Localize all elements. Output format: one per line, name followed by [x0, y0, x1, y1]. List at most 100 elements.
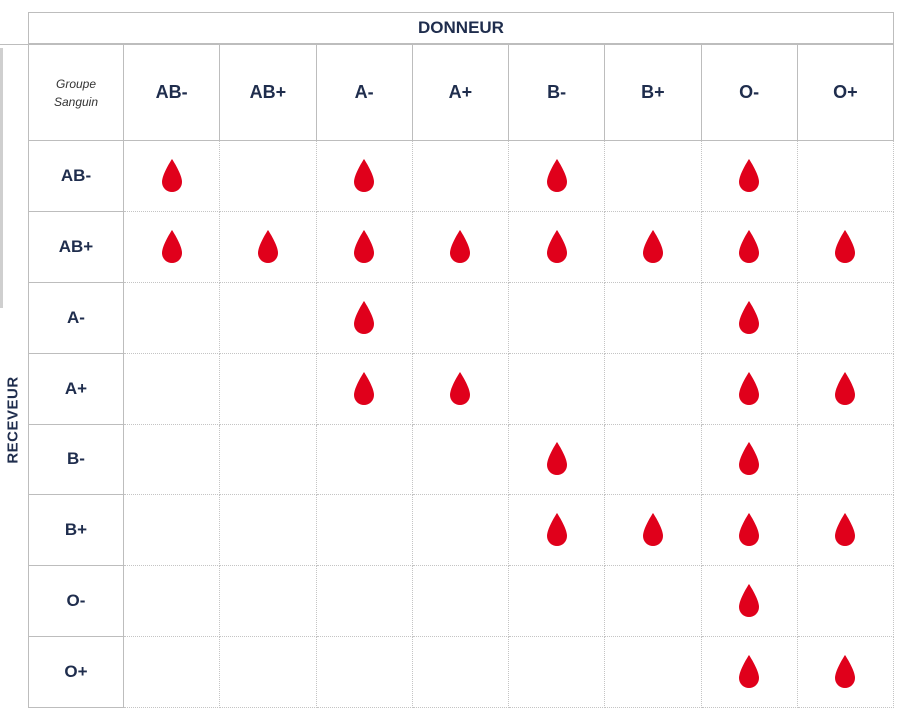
- blood-drop-icon: [160, 158, 184, 194]
- donor-header-1: AB+: [220, 44, 317, 141]
- donor-header-0: AB-: [124, 44, 221, 141]
- receiver-header-6: O-: [28, 566, 124, 638]
- blood-drop-icon: [545, 158, 569, 194]
- compat-cell: [316, 141, 413, 212]
- blood-drop-icon: [737, 583, 761, 619]
- compat-cell: [605, 637, 702, 708]
- compat-cell: [797, 495, 894, 567]
- receiver-header-2: A-: [28, 282, 124, 354]
- compat-cell: [797, 566, 894, 638]
- compat-cell: [412, 566, 509, 638]
- corner-line-2: Sanguin: [53, 94, 99, 109]
- compat-cell: [124, 141, 221, 212]
- compat-cell: [605, 424, 702, 496]
- compat-cell: [412, 211, 509, 283]
- compat-cell: [605, 211, 702, 283]
- compat-cell: [124, 282, 221, 354]
- blood-drop-icon: [545, 441, 569, 477]
- compat-cell: [316, 566, 413, 638]
- compat-cell: [797, 637, 894, 708]
- compat-cell: [316, 353, 413, 425]
- blood-drop-icon: [352, 371, 376, 407]
- compat-cell: [412, 353, 509, 425]
- blood-drop-icon: [256, 229, 280, 265]
- blood-drop-icon: [641, 229, 665, 265]
- compat-cell: [316, 637, 413, 708]
- donor-header-4: B-: [509, 44, 606, 141]
- compat-cell: [124, 353, 221, 425]
- blood-drop-icon: [545, 229, 569, 265]
- receiver-axis: RECEVEUR: [0, 48, 26, 714]
- compat-cell: [509, 282, 606, 354]
- compat-cell: [509, 566, 606, 638]
- compat-cell: [701, 566, 798, 638]
- blood-drop-icon: [160, 229, 184, 265]
- compat-cell: [797, 141, 894, 212]
- donor-header-3: A+: [412, 44, 509, 141]
- blood-drop-icon: [352, 229, 376, 265]
- corner-header: Groupe Sanguin: [28, 44, 124, 141]
- compat-cell: [509, 211, 606, 283]
- blood-drop-icon: [833, 229, 857, 265]
- compatibility-table: Groupe Sanguin AB- AB+ A- A+ B- B+ O- O+ AB- AB+ A- A…: [28, 44, 894, 708]
- blood-drop-icon: [448, 229, 472, 265]
- compat-cell: [509, 637, 606, 708]
- compat-cell: [316, 424, 413, 496]
- compat-cell: [124, 566, 221, 638]
- blood-drop-icon: [737, 229, 761, 265]
- corner-line-1: Groupe: [55, 76, 97, 91]
- compat-cell: [509, 141, 606, 212]
- donor-header: DONNEUR: [28, 12, 894, 44]
- compat-cell: [797, 353, 894, 425]
- compat-cell: [316, 282, 413, 354]
- receiver-header-5: B+: [28, 495, 124, 567]
- compat-cell: [509, 353, 606, 425]
- blood-drop-icon: [737, 300, 761, 336]
- receiver-header-3: A+: [28, 353, 124, 425]
- blood-drop-icon: [737, 158, 761, 194]
- compat-cell: [701, 211, 798, 283]
- compat-cell: [220, 353, 317, 425]
- compat-cell: [220, 282, 317, 354]
- blood-drop-icon: [833, 512, 857, 548]
- blood-drop-icon: [737, 441, 761, 477]
- donor-header-7: O+: [797, 44, 894, 141]
- compat-cell: [316, 495, 413, 567]
- compat-cell: [220, 211, 317, 283]
- compat-cell: [124, 424, 221, 496]
- blood-drop-icon: [833, 654, 857, 690]
- compat-cell: [509, 424, 606, 496]
- blood-drop-icon: [737, 371, 761, 407]
- blood-drop-icon: [545, 512, 569, 548]
- compat-cell: [220, 141, 317, 212]
- blood-drop-icon: [737, 654, 761, 690]
- compat-cell: [316, 211, 413, 283]
- compat-cell: [605, 566, 702, 638]
- compat-cell: [220, 566, 317, 638]
- compat-cell: [701, 637, 798, 708]
- compat-cell: [412, 282, 509, 354]
- compat-cell: [220, 495, 317, 567]
- donor-header-6: O-: [701, 44, 798, 141]
- compat-cell: [605, 495, 702, 567]
- receiver-label: RECEVEUR: [4, 376, 22, 464]
- compat-cell: [509, 495, 606, 567]
- receiver-header-4: B-: [28, 424, 124, 496]
- compat-cell: [412, 141, 509, 212]
- receiver-header-1: AB+: [28, 211, 124, 283]
- blood-drop-icon: [833, 371, 857, 407]
- compat-cell: [797, 424, 894, 496]
- compat-cell: [797, 211, 894, 283]
- compat-cell: [701, 282, 798, 354]
- compat-cell: [124, 495, 221, 567]
- compat-cell: [220, 424, 317, 496]
- donor-header-2: A-: [316, 44, 413, 141]
- receiver-axis-line: [0, 48, 3, 308]
- compat-cell: [701, 353, 798, 425]
- compat-cell: [701, 495, 798, 567]
- compat-cell: [412, 495, 509, 567]
- compat-cell: [412, 424, 509, 496]
- compat-cell: [605, 353, 702, 425]
- top-rule: [0, 44, 28, 45]
- blood-drop-icon: [641, 512, 665, 548]
